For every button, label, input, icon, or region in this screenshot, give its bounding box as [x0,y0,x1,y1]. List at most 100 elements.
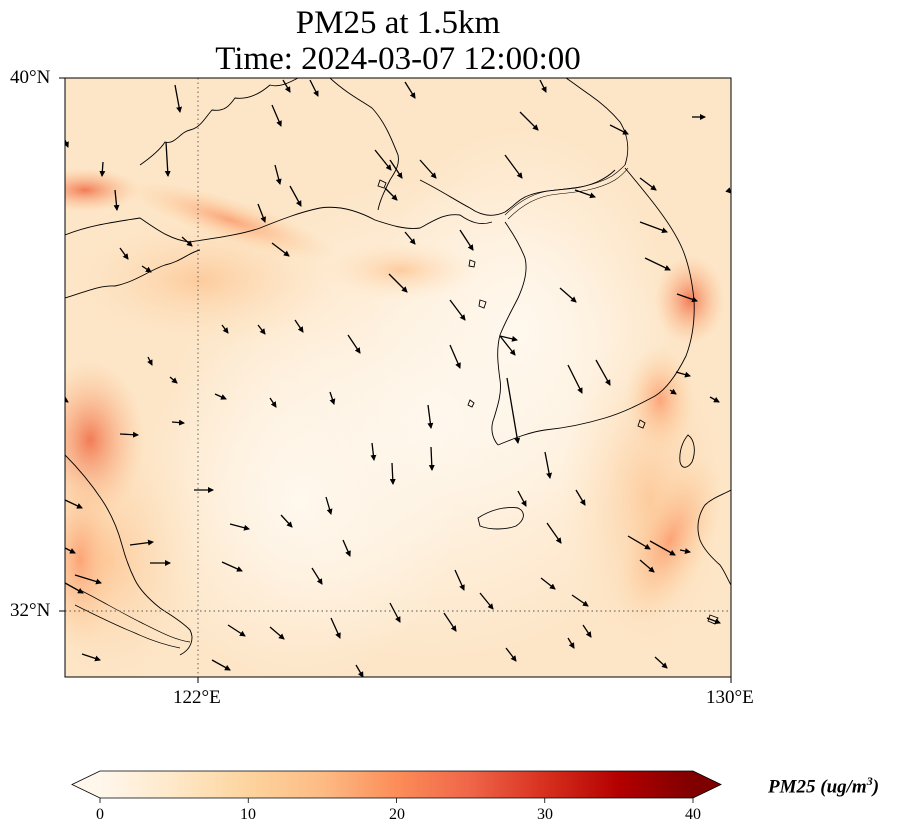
wind-vector [269,626,285,640]
wind-vector [355,664,364,677]
wind-vector [65,582,84,594]
wind-vector [639,221,668,234]
wind-vector [639,559,655,573]
wind-vector [499,335,518,342]
wind-vector [164,141,171,177]
wind-vector [582,624,592,638]
wind-vector [499,335,516,356]
wind-vector [517,490,527,507]
wind-vector [389,159,403,179]
wind-vector [311,567,323,585]
wind-vector [428,446,435,471]
wind-vector [644,257,671,271]
wind-vector [706,617,721,625]
colorbar-gradient [100,771,693,798]
wind-vector [65,547,76,554]
wind-vector [81,653,101,662]
wind-vector [567,364,583,394]
wind-vector [505,647,517,662]
wind-vector [404,81,416,99]
wind-vector [289,185,302,207]
wind-vector [99,161,106,177]
map-title-line-2: Time: 2024-03-07 12:00:00 [215,41,581,77]
wind-vector [342,539,351,557]
wind-vector [221,324,229,334]
wind-vector [709,396,720,403]
wind-vector [221,561,243,572]
wind-vector [388,273,408,293]
wind-vector [389,462,396,485]
wind-vector [389,602,401,623]
colorbar-tick-label-40: 40 [685,806,701,823]
wind-vector [519,111,539,131]
wind-vector [404,231,416,245]
wind-vector [506,377,521,444]
wind-vector [574,189,596,199]
lon-tick-label-130: 130°E [706,687,754,708]
wind-vector [679,548,691,554]
wind-vector [595,359,611,386]
wind-vector [504,154,523,179]
wind-vector [65,499,83,509]
wind-vector [449,299,466,321]
colorbar-tick-label-20: 20 [389,806,405,823]
wind-vector [454,569,465,591]
wind-vector [567,637,575,649]
map-frame [64,77,732,678]
wind-vector [325,496,333,515]
wind-vector [229,523,250,531]
wind-vector [546,522,562,544]
wind-vector [669,388,677,395]
wind-vectors [65,79,731,677]
wind-vector [74,574,102,585]
colorbar-tick-label-10: 10 [240,806,256,823]
colorbar-extend-min [72,771,100,798]
axis-ticks [59,77,732,683]
wind-vector [330,617,341,639]
wind-vector [171,419,185,426]
wind-vector [257,324,266,335]
wind-vector [374,149,392,171]
wind-vector [370,442,377,461]
pm25-field [65,78,731,677]
wind-vector [676,293,698,303]
colorbar [71,770,722,803]
colorbar-extend-max [693,771,721,798]
wind-vector [214,393,227,400]
wind-vector [309,79,319,97]
wind-vector [540,577,556,590]
wind-vector [257,203,266,223]
wind-vector [119,431,139,438]
wind-vector [174,84,183,113]
lon-tick-label-122: 122°E [173,687,221,708]
wind-vector [280,514,293,528]
wind-vector [627,535,651,550]
wind-vector [459,229,474,251]
wind-vector [211,659,231,671]
wind-vector [449,344,461,369]
wind-vector [347,334,361,354]
wind-vector [609,124,629,135]
wind-vector [443,612,457,632]
map-title-line-1: PM25 at 1.5km [295,5,501,41]
wind-vector [639,177,657,191]
wind-vector [274,164,282,185]
wind-vector [559,287,577,303]
colorbar-tick-label-0: 0 [96,806,104,823]
colorbar-title: PM25 (ug/m3) [768,774,880,798]
wind-vector [169,376,178,384]
wind-vector [269,397,277,408]
wind-vector [675,371,691,378]
wind-vector [282,79,291,93]
lat-tick-label-40: 40°N [10,67,51,88]
gridlines [65,78,731,677]
wind-vector [575,489,586,506]
lat-tick-label-32: 32°N [10,600,51,621]
wind-vector [113,189,120,211]
wind-vector [147,356,153,366]
coastlines [65,78,731,656]
wind-vector [181,236,193,247]
wind-vector [271,104,282,127]
wind-vector [271,242,290,257]
